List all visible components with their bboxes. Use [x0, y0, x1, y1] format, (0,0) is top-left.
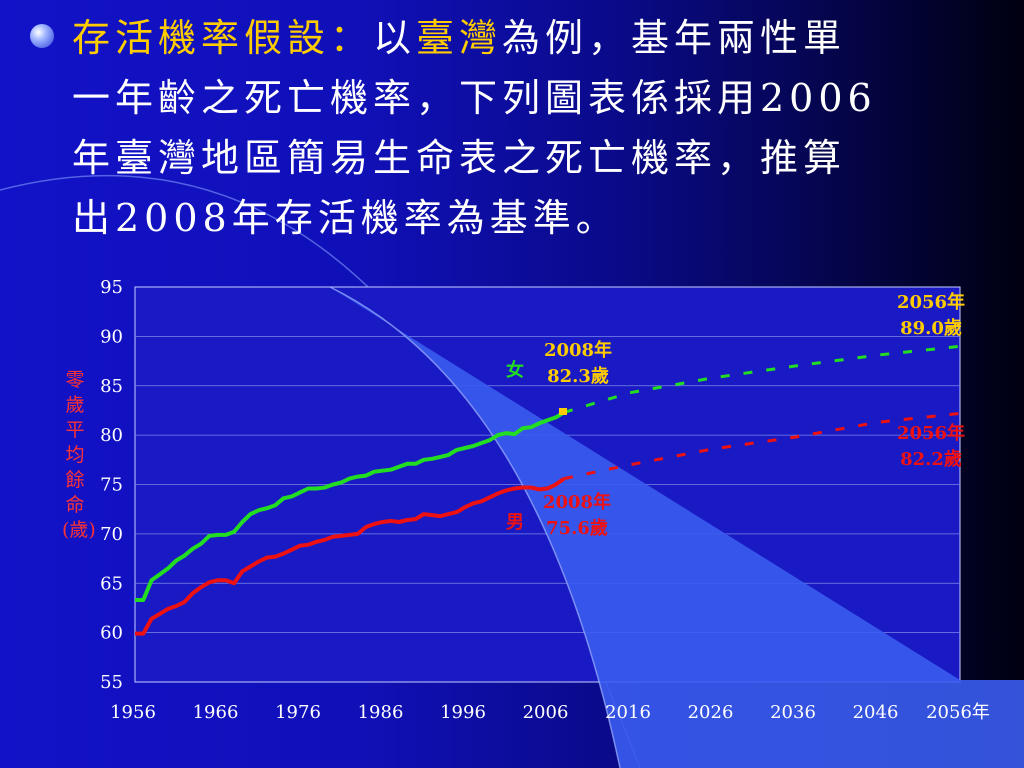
- y-tick-label: 95: [100, 277, 123, 298]
- series-label-female: 女: [506, 359, 524, 381]
- series-line-1: [135, 476, 566, 636]
- text-line-1-pre: 以: [373, 16, 417, 60]
- assumption-title: 存活機率假設：: [72, 16, 374, 60]
- y-tick-label: 75: [100, 475, 123, 496]
- annotations: 2008年 82.3歲 2056年 89.0歲 2008年 75.6歲 2056…: [506, 291, 965, 539]
- y-tick-label: 65: [100, 573, 123, 594]
- text-line-1: 存活機率假設：以臺灣為例，基年兩性單: [72, 8, 1002, 68]
- x-tick-label: 2016: [605, 702, 651, 723]
- curve-overlay: [330, 287, 1024, 768]
- annotation-female-2008-age: 82.3歲: [547, 365, 609, 387]
- y-tick-label: 80: [100, 425, 123, 446]
- y-tick-label: 55: [100, 672, 123, 693]
- x-tick-label: 1986: [358, 702, 404, 723]
- x-axis-ticks: 1956 1966 1976 1986 1996 2006 2016 2026 2036 2046…: [110, 702, 990, 723]
- x-tick-label: 2026: [688, 702, 734, 723]
- series-line-0: [135, 410, 566, 602]
- text-line-1-post: 為例，基年兩性單: [502, 16, 847, 60]
- x-tick-label: 2006: [523, 702, 569, 723]
- y-tick-label: 90: [100, 326, 123, 347]
- annotation-male-2056-year: 2056年: [897, 422, 965, 444]
- x-tick-label: 1966: [193, 702, 239, 723]
- x-tick-label: 2056年: [926, 702, 990, 723]
- annotation-female-2008-year: 2008年: [544, 339, 612, 361]
- bullet-text: 存活機率假設：以臺灣為例，基年兩性單 一年齡之死亡機率，下列圖表係採用2006 …: [72, 8, 1002, 248]
- y-tick-label: 85: [100, 376, 123, 397]
- bullet-icon: [30, 24, 54, 48]
- series-layer: [135, 344, 961, 636]
- annotation-male-2008-age: 75.6歲: [546, 517, 608, 539]
- x-tick-label: 1956: [110, 702, 156, 723]
- marker-2008: [559, 408, 567, 415]
- x-tick-label: 2046: [853, 702, 899, 723]
- y-tick-label: 70: [100, 524, 123, 545]
- x-tick-label: 1976: [275, 702, 321, 723]
- annotation-male-2056-age: 82.2歲: [900, 448, 962, 470]
- annotation-female-2056-age: 89.0歲: [900, 317, 962, 339]
- x-tick-label: 2036: [770, 702, 816, 723]
- series-label-male: 男: [506, 512, 524, 533]
- y-axis-ticks: 95 90 85 80 75 70 65 60 55: [100, 277, 123, 693]
- annotation-male-2008-year: 2008年: [543, 491, 611, 513]
- y-axis-label: 零歲平均餘命(歲): [62, 369, 96, 541]
- region-highlight: 臺灣: [416, 16, 503, 60]
- text-line-4: 出2008年存活機率為基準。: [72, 196, 619, 240]
- curve-edge: [329, 286, 621, 768]
- text-line-3: 年臺灣地區簡易生命表之死亡機率，推算: [72, 136, 847, 180]
- x-tick-label: 1996: [440, 702, 486, 723]
- annotation-female-2056-year: 2056年: [897, 291, 965, 313]
- text-line-2: 一年齡之死亡機率，下列圖表係採用2006: [72, 76, 877, 120]
- y-tick-label: 60: [100, 623, 123, 644]
